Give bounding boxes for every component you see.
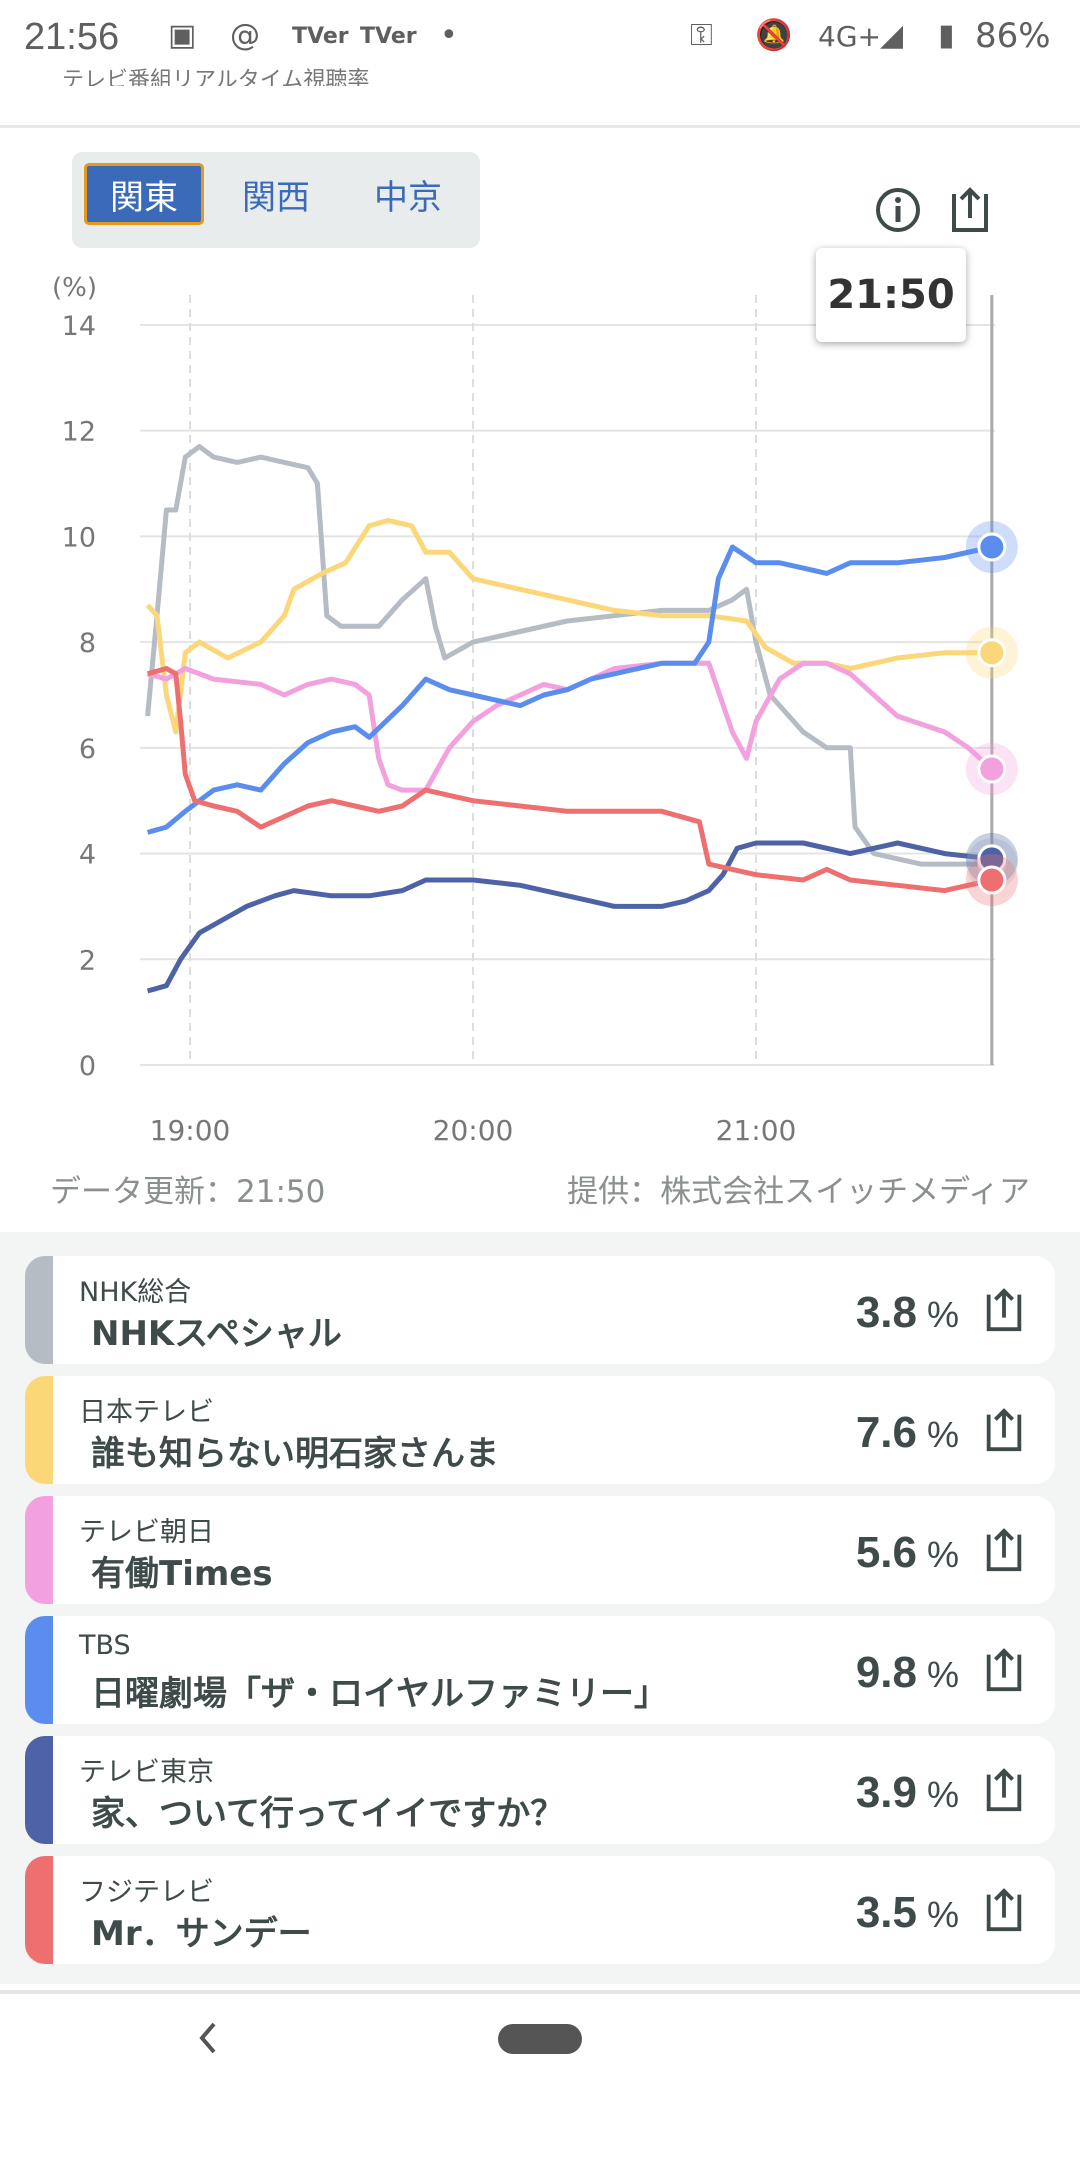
series-line-4	[146, 840, 993, 994]
series-line-1	[145, 518, 992, 735]
share-icon[interactable]	[981, 1886, 1027, 1934]
series-end-marker-2	[977, 754, 1007, 784]
navigation-bar	[0, 1990, 1080, 2160]
tab-kanto[interactable]: 関東	[84, 163, 204, 225]
info-icon[interactable]	[874, 186, 922, 234]
y-axis-unit: (%)	[52, 273, 97, 303]
share-icon[interactable]	[946, 186, 994, 234]
rating-unit: %	[926, 1534, 959, 1575]
update-time: データ更新：21:50	[50, 1174, 326, 1210]
share-icon[interactable]	[981, 1526, 1027, 1574]
channel-list: NHK総合 NHKスペシャル 3.8% 日本テレビ 誰も知らない明石家さんま 7…	[0, 1232, 1080, 1984]
y-tick-label: 14	[62, 311, 96, 342]
tab-chukyo[interactable]: 中京	[374, 177, 442, 218]
channel-color-bar	[25, 1496, 53, 1604]
rating-number: 3.9	[855, 1768, 917, 1817]
program-title: 家、ついて行ってイイですか？	[91, 1794, 565, 1834]
x-tick-label: 21:00	[716, 1114, 797, 1147]
rating-number: 3.5	[855, 1888, 917, 1937]
header-divider	[0, 125, 1080, 128]
rating-value: 7.6%	[856, 1408, 959, 1458]
bell-off-icon: 🔕	[755, 18, 793, 53]
channel-color-bar	[25, 1856, 53, 1964]
time-tooltip: 21:50	[816, 248, 966, 342]
channel-name: テレビ朝日	[79, 1517, 214, 1548]
rating-unit: %	[926, 1774, 959, 1815]
status-bar: 21:56 ▣ @ TVer TVer • ⚿ 🔕 4G+ ◢ ▮ 86%	[0, 0, 1080, 75]
tver-icon-2: TVer	[360, 24, 417, 49]
channel-color-bar	[25, 1616, 53, 1724]
channel-card[interactable]: NHK総合 NHKスペシャル 3.8%	[25, 1256, 1055, 1364]
home-pill[interactable]	[498, 2024, 582, 2054]
channel-name: NHK総合	[79, 1277, 192, 1308]
network-type: 4G+	[818, 20, 881, 53]
data-provider: 提供：株式会社スイッチメディア	[567, 1174, 1030, 1210]
program-title: 日曜劇場「ザ・ロイヤルファミリー」	[91, 1674, 668, 1714]
channel-card[interactable]: テレビ東京 家、ついて行ってイイですか？ 3.9%	[25, 1736, 1055, 1844]
ratings-chart: (%) 0 2 4 6 8 10 12 14 19:00 20:00 21:00	[52, 273, 1018, 1147]
rating-value: 3.9%	[856, 1768, 959, 1818]
app-title: テレビ番組リアルタイム視聴率	[62, 68, 370, 86]
channel-color-bar	[25, 1376, 53, 1484]
rating-number: 3.8	[855, 1288, 917, 1337]
series-line-3	[146, 544, 993, 835]
channel-card[interactable]: 日本テレビ 誰も知らない明石家さんま 7.6%	[25, 1376, 1055, 1484]
program-title: 有働Times	[91, 1554, 273, 1594]
battery-percent: 86%	[975, 16, 1051, 56]
battery-charging-icon: ▮	[938, 18, 955, 53]
dot-icon: •	[440, 18, 458, 53]
gallery-icon: ▣	[168, 18, 197, 53]
channel-card[interactable]: TBS 日曜劇場「ザ・ロイヤルファミリー」 9.8%	[25, 1616, 1055, 1724]
channel-name: 日本テレビ	[79, 1397, 214, 1428]
series-line-0	[145, 444, 992, 867]
channel-card[interactable]: テレビ朝日 有働Times 5.6%	[25, 1496, 1055, 1604]
series-line-5	[146, 666, 993, 894]
series-end-marker-5	[977, 865, 1007, 895]
program-title: 誰も知らない明石家さんま	[91, 1434, 499, 1474]
series-end-marker-1	[977, 638, 1007, 668]
channel-name: TBS	[79, 1630, 131, 1661]
signal-icon: ◢	[880, 18, 904, 53]
series-end-marker-3	[977, 532, 1007, 562]
y-tick-label: 4	[79, 840, 96, 871]
vpn-key-icon: ⚿	[690, 18, 713, 53]
y-tick-label: 10	[62, 522, 96, 553]
rating-number: 5.6	[855, 1528, 917, 1577]
region-selector: 関東 関西 中京	[72, 152, 480, 248]
channel-card[interactable]: フジテレビ Mr．サンデー 3.5%	[25, 1856, 1055, 1964]
series-line-2	[146, 660, 994, 793]
rating-unit: %	[926, 1654, 959, 1695]
program-title: NHKスペシャル	[91, 1314, 342, 1354]
x-tick-label: 20:00	[433, 1114, 514, 1147]
rating-number: 7.6	[855, 1408, 917, 1457]
channel-name: フジテレビ	[79, 1877, 214, 1908]
rating-unit: %	[926, 1294, 959, 1335]
share-icon[interactable]	[981, 1286, 1027, 1334]
back-icon[interactable]	[192, 2018, 222, 2058]
rating-value: 3.5%	[856, 1888, 959, 1938]
program-title: Mr．サンデー	[91, 1914, 312, 1954]
rating-value: 3.8%	[856, 1288, 959, 1338]
status-time: 21:56	[24, 16, 120, 58]
rating-unit: %	[926, 1894, 959, 1935]
x-tick-label: 19:00	[150, 1114, 231, 1147]
y-tick-label: 8	[79, 628, 96, 659]
channel-color-bar	[25, 1256, 53, 1364]
tab-kansai[interactable]: 関西	[242, 177, 310, 218]
share-icon[interactable]	[981, 1766, 1027, 1814]
share-icon[interactable]	[981, 1646, 1027, 1694]
channel-name: テレビ東京	[79, 1757, 214, 1788]
rating-value: 5.6%	[856, 1528, 959, 1578]
y-tick-label: 6	[79, 734, 96, 765]
channel-color-bar	[25, 1736, 53, 1844]
tver-icon: TVer	[292, 24, 349, 49]
y-tick-label: 2	[79, 945, 96, 976]
threads-icon: @	[230, 18, 260, 53]
share-icon[interactable]	[981, 1406, 1027, 1454]
y-tick-label: 0	[79, 1051, 96, 1082]
y-tick-label: 12	[62, 417, 96, 448]
rating-value: 9.8%	[856, 1648, 959, 1698]
rating-number: 9.8	[855, 1648, 917, 1697]
rating-unit: %	[926, 1414, 959, 1455]
